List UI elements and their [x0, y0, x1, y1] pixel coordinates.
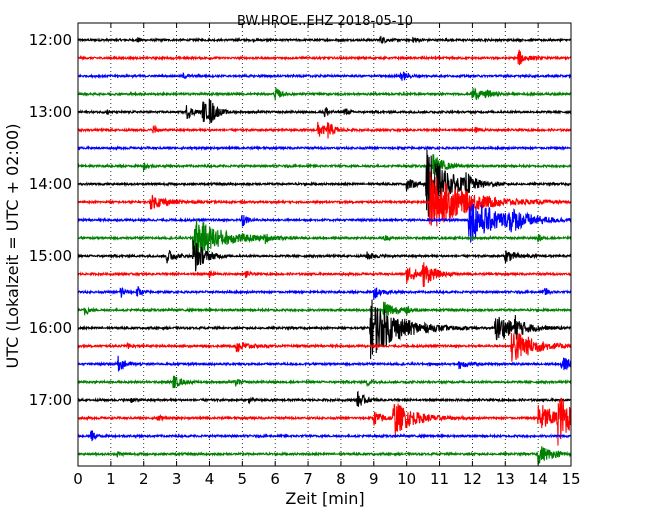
plot-frame: [77, 22, 572, 467]
y-axis-ticks: 12:00 13:00 14:00 15:00 16:00 17:00: [29, 31, 571, 409]
x-tick-label: 6: [270, 470, 280, 488]
trace-1200: [77, 35, 572, 45]
seismogram-traces: [77, 35, 572, 464]
trace-1730: [77, 430, 572, 442]
x-tick-label: 11: [430, 470, 449, 488]
trace-1630: [77, 355, 572, 372]
x-tick-label: 0: [73, 470, 83, 488]
trace-1530: [77, 286, 572, 300]
trace-1430: [77, 203, 572, 244]
x-tick-label: 13: [496, 470, 515, 488]
y-tick-label: 12:00: [29, 31, 72, 49]
x-tick-label: 3: [172, 470, 182, 488]
x-axis-ticks: 0 1 2 3 4 5 6 7 8 9 10 11 12 13 14 15: [73, 23, 581, 488]
x-tick-label: 5: [238, 470, 248, 488]
trace-1445: [77, 219, 572, 258]
trace-1400: [77, 149, 572, 217]
trace-1415: [77, 171, 572, 227]
trace-1700: [77, 390, 572, 407]
trace-1615: [77, 333, 572, 362]
trace-1745: [77, 446, 572, 464]
x-tick-label: 1: [106, 470, 116, 488]
y-tick-label: 15:00: [29, 247, 72, 265]
x-tick-label: 9: [369, 470, 379, 488]
trace-1515: [77, 262, 572, 287]
trace-1330: [77, 144, 572, 152]
y-tick-label: 16:00: [29, 319, 72, 337]
x-tick-label: 4: [205, 470, 215, 488]
trace-1345: [77, 154, 572, 176]
trace-1230: [77, 71, 572, 81]
trace-1315: [77, 121, 572, 139]
trace-1215: [77, 49, 572, 66]
y-tick-label: 17:00: [29, 391, 72, 409]
x-tick-label: 15: [561, 470, 580, 488]
x-tick-label: 10: [397, 470, 416, 488]
x-axis-title: Zeit [min]: [285, 489, 364, 508]
chart-title: BW.HROE..EHZ 2018-05-10: [237, 14, 413, 29]
trace-1715: [77, 397, 572, 446]
y-tick-label: 13:00: [29, 103, 72, 121]
y-axis-title: UTC (Lokalzeit = UTC + 02:00): [3, 124, 22, 369]
trace-1500: [77, 240, 572, 272]
trace-1300: [77, 98, 572, 124]
y-tick-label: 14:00: [29, 175, 72, 193]
trace-1600: [77, 299, 572, 360]
trace-1545: [77, 301, 572, 321]
x-tick-label: 8: [336, 470, 346, 488]
x-tick-label: 7: [303, 470, 313, 488]
trace-1645: [77, 375, 572, 389]
x-tick-label: 12: [463, 470, 482, 488]
x-tick-label: 2: [139, 470, 149, 488]
trace-1245: [77, 87, 572, 101]
x-tick-label: 14: [529, 470, 548, 488]
